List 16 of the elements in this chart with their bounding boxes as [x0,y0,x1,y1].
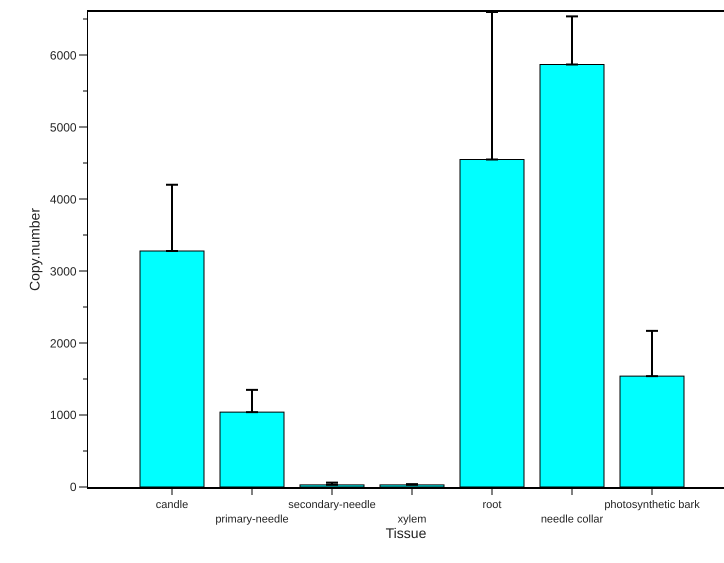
x-tick-label: root [482,498,502,511]
x-tick-label: photosynthetic bark [604,498,700,511]
x-tick-label: candle [156,498,188,511]
y-tick-label: 5000 [50,120,77,134]
y-tick-label: 3000 [50,264,77,278]
y-axis-title: Copy.number [26,208,42,292]
x-tick-label: primary-needle [215,513,289,526]
y-tick-label: 2000 [50,336,77,350]
y-tick-label: 1000 [50,408,77,422]
y-tick-label: 6000 [50,48,77,62]
x-tick-label: needle collar [540,513,604,526]
x-tick-label: secondary-needle [288,498,376,511]
y-tick-label: 0 [70,480,77,494]
x-tick-label: xylem [398,513,426,526]
y-tick-label: 4000 [50,192,77,206]
x-axis-title: Tissue [386,525,427,542]
